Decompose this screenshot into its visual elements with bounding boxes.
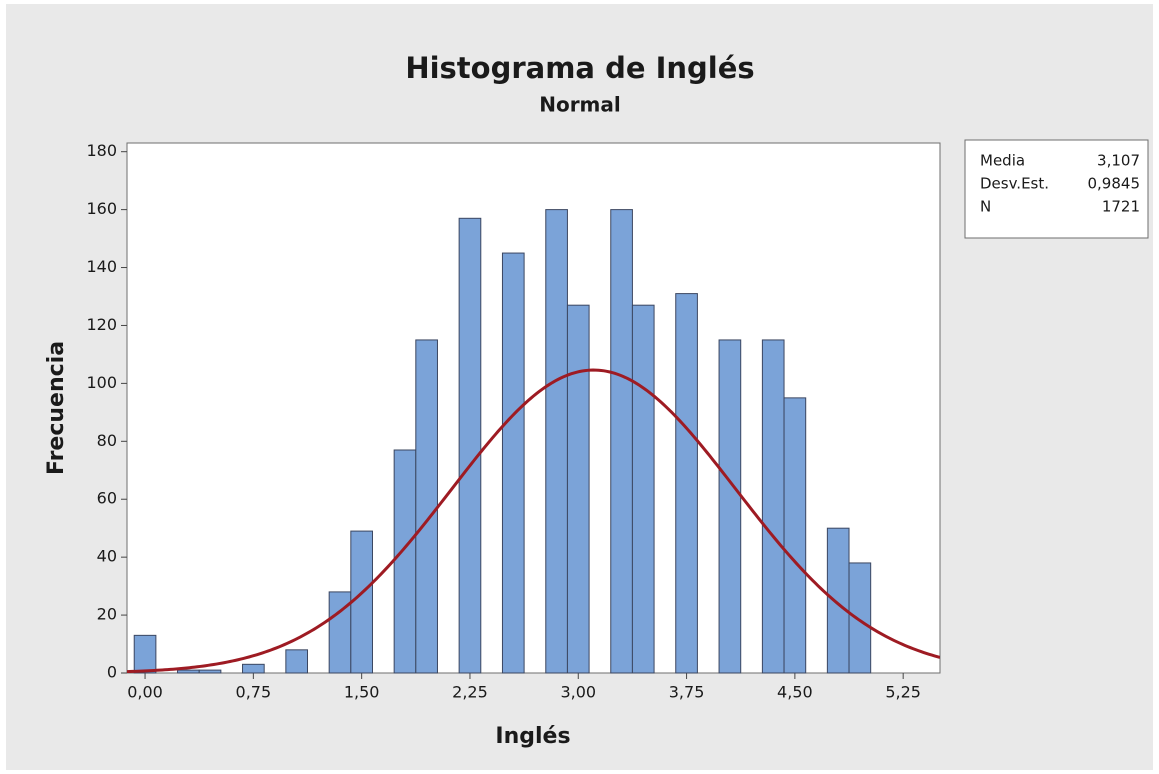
bar: [848, 562, 872, 674]
x-tick-label: 0,75: [236, 683, 272, 702]
bar: [350, 530, 373, 674]
bar: [133, 634, 157, 674]
y-tick-label: 80: [97, 431, 117, 450]
x-tick-label: 5,25: [885, 683, 921, 702]
bar: [242, 663, 265, 674]
bar: [458, 217, 482, 674]
y-tick-label: 20: [97, 605, 117, 624]
y-tick-label: 60: [97, 489, 117, 508]
normal-curve: [127, 368, 940, 673]
y-axis-label: Frecuencia: [44, 341, 69, 475]
bar: [285, 649, 309, 674]
x-axis-label: Inglés: [495, 724, 570, 749]
stat-name: N: [980, 198, 991, 216]
y-tick-label: 40: [97, 547, 117, 566]
bar: [198, 669, 222, 674]
chart-title: Histograma de Inglés: [405, 51, 754, 85]
stat-value: 0,9845: [1088, 175, 1141, 193]
bar: [415, 339, 438, 674]
x-tick-label: 3,00: [560, 683, 596, 702]
x-tick-label: 1,50: [344, 683, 380, 702]
bar: [501, 252, 525, 674]
stat-value: 3,107: [1097, 152, 1140, 170]
bar: [610, 209, 633, 674]
bar: [783, 397, 807, 674]
bar: [675, 293, 698, 674]
bar: [718, 339, 742, 674]
y-tick-label: 180: [86, 141, 117, 160]
bar: [826, 527, 850, 674]
chart-subtitle: Normal: [539, 93, 621, 117]
y-tick-label: 0: [107, 663, 117, 682]
stat-value: 1721: [1102, 198, 1140, 216]
bar: [566, 304, 590, 674]
y-tick-label: 100: [86, 373, 117, 392]
bar: [631, 304, 655, 674]
stat-name: Desv.Est.: [980, 175, 1049, 193]
x-tick-label: 2,25: [452, 683, 488, 702]
stats-box: [964, 139, 1149, 239]
y-tick-label: 140: [86, 257, 117, 276]
plot-area: [126, 142, 941, 674]
x-tick-label: 0,00: [127, 683, 163, 702]
stat-name: Media: [980, 152, 1025, 170]
x-tick-label: 3,75: [669, 683, 705, 702]
x-tick-label: 4,50: [777, 683, 813, 702]
bar: [393, 449, 417, 674]
bar: [761, 339, 785, 674]
y-tick-label: 160: [86, 199, 117, 218]
bar: [545, 209, 568, 674]
y-tick-label: 120: [86, 315, 117, 334]
bar: [177, 669, 200, 674]
